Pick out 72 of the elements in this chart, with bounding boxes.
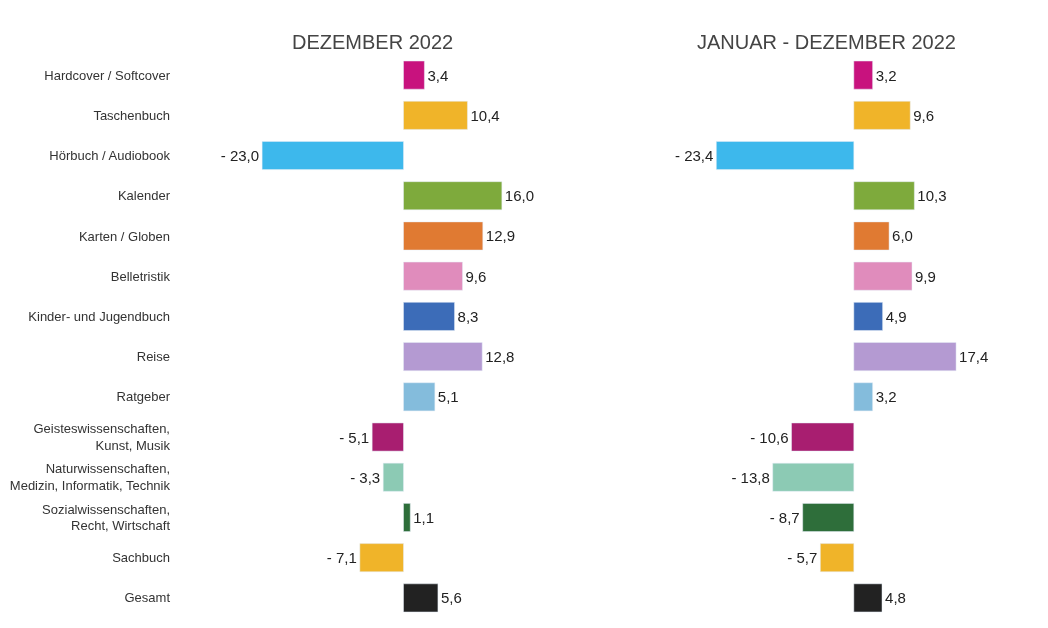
y-tick-label: Naturwissenschaften, Medizin, Informatik, Technik — [9, 461, 171, 494]
data-label: 9,6 — [913, 106, 935, 124]
data-label: 16,0 — [504, 187, 535, 205]
data-label: 3,4 — [427, 66, 449, 84]
bar — [853, 60, 873, 90]
data-label: 4,9 — [885, 307, 907, 325]
bar — [802, 503, 855, 532]
bar — [853, 583, 883, 613]
data-label: 1,1 — [413, 508, 435, 526]
bar — [853, 382, 873, 412]
bar — [403, 503, 411, 532]
y-tick-label: Sozialwissenschaften, Recht, Wirtschaft — [42, 501, 171, 534]
chart-title: JANUAR - DEZEMBER 2022 — [697, 31, 956, 53]
data-label: 9,9 — [915, 267, 936, 285]
y-tick-label: Sachbuch — [112, 550, 170, 566]
data-label: - 7,1 — [326, 549, 357, 567]
y-tick-label: Kinder- und Jugendbuch — [28, 308, 170, 324]
bar — [772, 462, 855, 492]
data-label: 8,3 — [457, 307, 479, 325]
data-label: - 13,8 — [731, 468, 770, 486]
bar — [403, 382, 436, 412]
bar — [382, 462, 404, 492]
bar — [371, 422, 404, 452]
bar — [716, 141, 855, 170]
data-label: - 23,0 — [220, 147, 260, 165]
bar — [359, 543, 404, 572]
y-tick-label: Belletristik — [110, 268, 171, 284]
bar — [853, 221, 890, 251]
y-tick-label: Ratgeber — [116, 389, 171, 405]
bar — [403, 261, 463, 291]
bar — [853, 101, 911, 130]
y-tick-label: Taschenbuch — [93, 107, 170, 123]
y-tick-label: Karten / Globen — [78, 228, 170, 244]
data-label: 10,3 — [917, 187, 947, 205]
data-label: - 23,4 — [674, 147, 714, 165]
data-label: 10,4 — [470, 106, 500, 124]
data-label: - 5,7 — [787, 549, 818, 567]
y-tick-label: Hörbuch / Audiobook — [49, 148, 171, 164]
y-tick-label: Kalender — [117, 188, 171, 204]
bar — [403, 181, 503, 211]
data-label: 12,8 — [485, 348, 515, 366]
data-label: - 10,6 — [750, 428, 789, 446]
data-label: 5,6 — [440, 589, 462, 607]
bar — [403, 101, 468, 130]
bar — [853, 181, 915, 211]
chart-title: DEZEMBER 2022 — [292, 31, 454, 53]
data-label: - 3,3 — [350, 468, 381, 486]
data-label: - 8,7 — [769, 508, 800, 526]
data-label: 9,6 — [465, 267, 487, 285]
data-label: 6,0 — [892, 227, 913, 245]
data-label: 3,2 — [875, 66, 897, 84]
data-label: 4,8 — [885, 589, 906, 607]
y-tick-label: Gesamt — [124, 590, 171, 606]
bar — [403, 342, 483, 371]
data-label: - 5,1 — [339, 428, 370, 446]
bar — [403, 221, 484, 251]
y-tick-label: Hardcover / Softcover — [44, 67, 171, 83]
bar — [820, 543, 855, 572]
data-label: 12,9 — [485, 227, 516, 245]
bar — [853, 302, 883, 331]
y-tick-label: Geisteswissenschaften, Kunst, Musik — [33, 421, 171, 454]
bar — [403, 302, 455, 331]
bar — [261, 141, 404, 170]
data-label: 3,2 — [875, 388, 897, 406]
bar — [403, 583, 439, 613]
bar — [791, 422, 855, 452]
data-label: 17,4 — [959, 348, 989, 366]
bar — [853, 261, 913, 291]
y-tick-label: Reise — [136, 349, 170, 365]
bar — [403, 60, 425, 90]
data-label: 5,1 — [437, 388, 459, 406]
bar — [853, 342, 957, 371]
